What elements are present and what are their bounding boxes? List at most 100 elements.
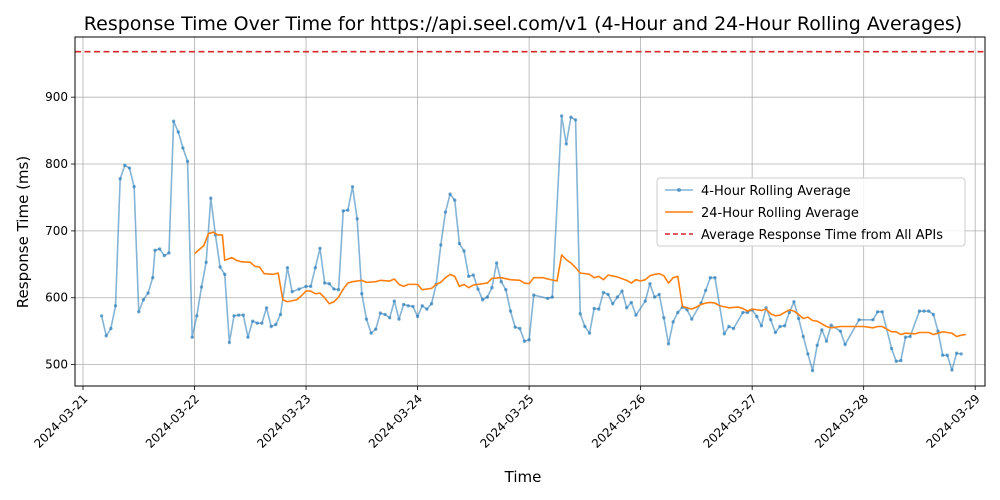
four-hour-average-point [727, 324, 731, 329]
four-hour-average-point [318, 246, 322, 250]
four-hour-average-point [104, 334, 108, 338]
four-hour-average-point [569, 115, 573, 119]
four-hour-average-point [406, 304, 410, 308]
four-hour-average-point [629, 300, 634, 305]
four-hour-average-point [806, 352, 810, 356]
four-hour-average-point [597, 307, 601, 311]
four-hour-average-point [508, 309, 513, 313]
legend-swatch-four-hour-marker [677, 188, 681, 192]
four-hour-average-point [162, 253, 167, 258]
four-hour-average-point [643, 299, 647, 303]
four-hour-average-point [494, 261, 499, 265]
four-hour-average-point [118, 177, 122, 181]
four-hour-average-point [327, 282, 331, 286]
four-hour-average-point [899, 358, 903, 363]
four-hour-average-point [223, 272, 227, 277]
four-hour-average-point [157, 247, 162, 251]
four-hour-average-point [532, 293, 536, 297]
four-hour-average-point [615, 295, 620, 299]
four-hour-average-point [713, 275, 717, 280]
four-hour-average-point [871, 318, 875, 322]
four-hour-average-point [236, 313, 241, 317]
four-hour-average-point [810, 368, 815, 373]
y-axis-ticks: 500 600 700 800 900 [45, 90, 75, 372]
four-hour-average-point [132, 185, 136, 189]
four-hour-average-point [185, 159, 190, 164]
four-hour-average-point [792, 300, 796, 304]
four-hour-average-point [378, 311, 383, 315]
four-hour-average-point [773, 330, 778, 335]
x-tick-label: 2024-03-29 [924, 392, 983, 451]
four-hour-average-point [620, 289, 624, 293]
four-hour-average-point [606, 292, 610, 297]
four-hour-average-point [875, 310, 880, 314]
four-hour-average-point [722, 332, 726, 336]
four-hour-average-point [894, 359, 898, 363]
four-hour-average-point [415, 314, 420, 319]
four-hour-average-point [466, 274, 471, 279]
four-hour-average-point [838, 329, 843, 333]
x-tick-label: 2024-03-21 [31, 392, 90, 451]
four-hour-average-point [903, 335, 908, 339]
four-hour-average-point [917, 309, 922, 313]
four-hour-average-point [313, 265, 318, 270]
four-hour-average-point [109, 326, 113, 331]
x-tick-label: 2024-03-26 [589, 392, 648, 451]
four-hour-average-point [411, 304, 415, 309]
four-hour-average-point [297, 287, 301, 291]
four-hour-average-point [171, 119, 176, 123]
legend-label: 4-Hour Rolling Average [701, 184, 851, 199]
four-hour-average-point [559, 114, 564, 118]
four-hour-average-point [360, 292, 364, 296]
four-hour-average-point [666, 342, 671, 346]
y-axis-label: Response Time (ms) [14, 156, 32, 308]
four-hour-average-point [476, 287, 480, 291]
four-hour-average-point [578, 312, 582, 316]
four-hour-average-point [485, 295, 489, 299]
four-hour-average-point [383, 312, 387, 317]
four-hour-average-point [369, 331, 373, 335]
four-hour-average-point [420, 304, 424, 308]
four-hour-average-point [290, 290, 294, 294]
four-hour-average-point [843, 342, 847, 347]
four-hour-average-point [176, 130, 180, 134]
plot-series [75, 50, 985, 373]
four-hour-average-point [401, 302, 406, 307]
four-hour-average-point [285, 265, 290, 270]
x-tick-label: 2024-03-28 [812, 392, 871, 451]
legend: 4-Hour Rolling Average 24-Hour Rolling Av… [656, 177, 966, 247]
y-tick-label: 700 [45, 224, 68, 238]
four-hour-average-point [127, 166, 132, 170]
four-hour-average-point [141, 298, 146, 302]
four-hour-average-point [652, 295, 657, 299]
four-hour-average-point [801, 334, 805, 339]
four-hour-average-point [255, 321, 259, 325]
four-hour-average-point [264, 306, 269, 310]
four-hour-average-point [123, 163, 127, 168]
four-hour-average-point [759, 324, 764, 328]
four-hour-average-point [504, 288, 508, 292]
four-hour-average-point [250, 319, 255, 323]
four-hour-average-point [190, 335, 194, 339]
four-hour-average-point [462, 249, 466, 253]
four-hour-average-point [364, 317, 369, 321]
four-hour-average-point [815, 343, 819, 347]
legend-label: 24-Hour Rolling Average [701, 206, 859, 221]
four-hour-average-point [676, 310, 680, 315]
four-hour-average-point [657, 292, 661, 297]
four-hour-average-point [685, 308, 689, 312]
four-hour-average-point [199, 285, 204, 289]
four-hour-average-point [387, 316, 392, 320]
four-hour-average-point [336, 288, 341, 292]
four-hour-average-point [731, 326, 736, 331]
four-hour-average-point [959, 352, 963, 356]
four-hour-average-point [545, 296, 550, 301]
legend-box [656, 177, 966, 247]
four-hour-average-point [573, 118, 578, 122]
four-hour-average-point [940, 353, 945, 357]
four-hour-average-point [137, 310, 141, 314]
four-hour-average-point [443, 210, 448, 214]
four-hour-average-point [146, 291, 150, 295]
four-hour-average-point [690, 317, 694, 321]
